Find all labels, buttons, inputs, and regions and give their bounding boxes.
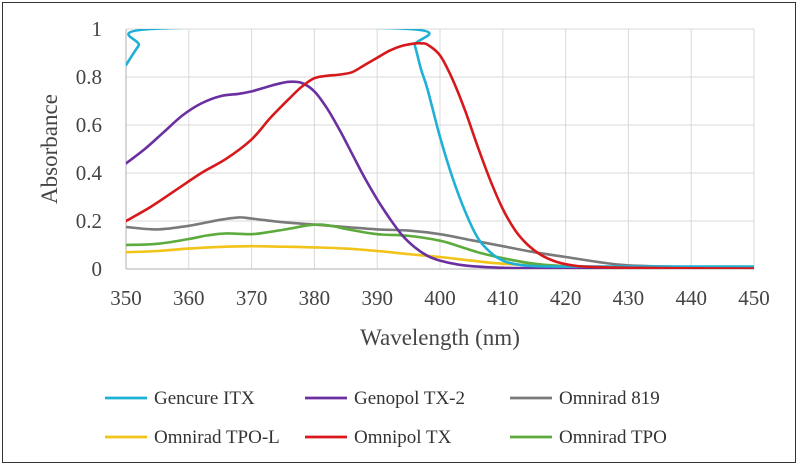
y-tick-label: 0.6 <box>76 113 102 137</box>
series-line-omnirad-819 <box>126 216 754 269</box>
legend-item: Omnirad TPO <box>510 427 667 448</box>
x-tick-label: 370 <box>236 286 268 310</box>
legend-item: Gencure ITX <box>105 388 255 409</box>
series-line-gencure-itx <box>126 29 754 268</box>
legend-label: Omnipol TX <box>354 427 452 448</box>
y-tick-label: 0.2 <box>76 209 102 233</box>
legend-item: Genopol TX-2 <box>305 388 465 409</box>
x-tick-label: 390 <box>361 286 393 310</box>
y-tick-label: 1 <box>92 17 103 41</box>
x-axis-title: Wavelength (nm) <box>360 325 520 350</box>
x-tick-label: 410 <box>487 286 519 310</box>
y-tick-label: 0.8 <box>76 65 102 89</box>
tick-labels: 0 0.2 0.4 0.6 0.8 1 350 360 370 380 390 400 410 420 43… <box>76 17 770 310</box>
y-tick-label: 0 <box>92 257 103 281</box>
legend: Gencure ITX Genopol TX-2 Omnirad 819 Omnira… <box>105 388 667 448</box>
legend-label: Omnirad 819 <box>559 388 660 409</box>
x-tick-label: 440 <box>675 286 707 310</box>
x-tick-label: 420 <box>550 286 582 310</box>
series-line-omnirad-tpo <box>126 223 754 269</box>
y-axis-title: Absorbance <box>37 94 62 204</box>
x-tick-label: 380 <box>299 286 331 310</box>
x-tick-label: 450 <box>738 286 770 310</box>
series-line-omnipol-tx <box>126 41 754 269</box>
series-lines <box>126 29 754 269</box>
legend-label: Genopol TX-2 <box>354 388 465 409</box>
legend-item: Omnipol TX <box>305 427 452 448</box>
x-tick-label: 350 <box>110 286 142 310</box>
legend-label: Omnirad TPO-L <box>154 427 280 448</box>
series-line-genopol-tx-2 <box>126 80 754 269</box>
legend-item: Omnirad TPO-L <box>105 427 280 448</box>
legend-label: Omnirad TPO <box>559 427 667 448</box>
grid-lines <box>126 28 755 269</box>
y-tick-label: 0.4 <box>76 161 103 185</box>
x-tick-label: 360 <box>173 286 205 310</box>
legend-item: Omnirad 819 <box>510 388 660 409</box>
legend-label: Gencure ITX <box>154 388 255 409</box>
x-tick-label: 430 <box>613 286 645 310</box>
x-tick-label: 400 <box>424 286 456 310</box>
